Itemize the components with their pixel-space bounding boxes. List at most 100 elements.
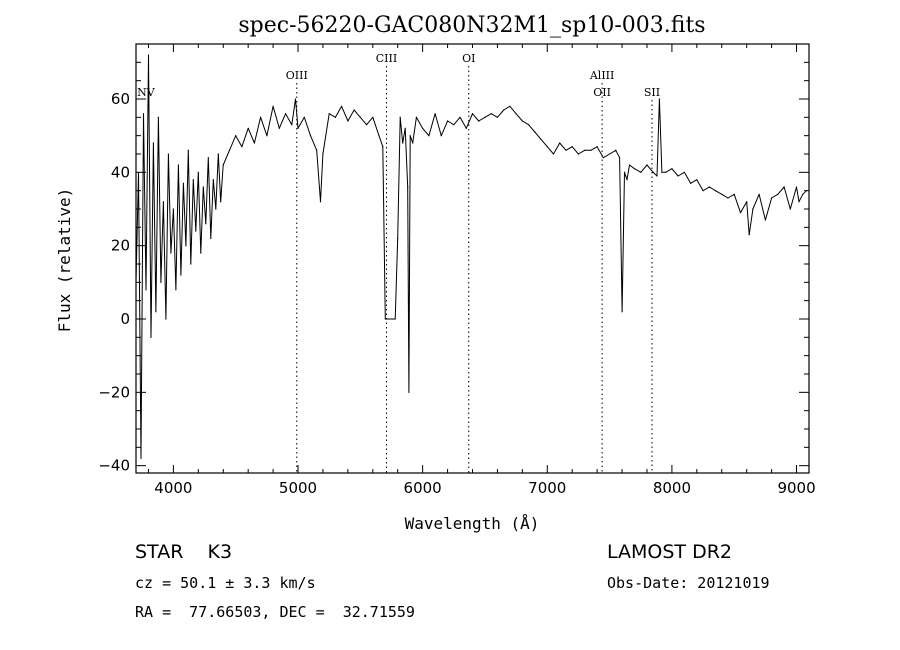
spectrum-point (402, 142, 404, 144)
spectrum-point (640, 171, 642, 173)
emission-line-label: OIII (286, 69, 308, 82)
spectrum-point (577, 153, 580, 155)
spectrum-point (253, 142, 255, 144)
spectrum-point (409, 135, 411, 137)
chart-title: spec-56220-GAC080N32M1_sp10-003.fits (238, 13, 705, 38)
spectrum-point (137, 171, 140, 173)
spectrum-point (656, 175, 658, 177)
spectrum-point (177, 164, 179, 166)
spectrum-point (210, 237, 212, 239)
spectrum-point (167, 153, 169, 155)
spectrum-point (509, 105, 511, 107)
spectrum-point (546, 146, 548, 148)
x-axis-label: Wavelength (Å) (405, 514, 540, 533)
spectrum-point (628, 164, 631, 166)
survey-name: LAMOST DR2 (607, 541, 732, 563)
spectrum-point (341, 105, 343, 107)
x-tick-label: 5000 (279, 479, 317, 497)
spectrum-point (584, 149, 586, 151)
spectrum-point (521, 120, 524, 122)
emission-line-label: OII (593, 86, 611, 99)
spectrum-point (478, 120, 480, 122)
x-tick-label: 9000 (777, 479, 815, 497)
spectrum-point (559, 142, 561, 144)
spectrum-point (399, 116, 401, 118)
spectrum-point (175, 289, 177, 291)
spectrum-series (135, 54, 808, 459)
spectrum-point (652, 171, 654, 173)
spectrum-point (702, 190, 704, 192)
y-tick-label: 20 (111, 237, 130, 255)
spectrum-point (677, 175, 679, 177)
spectrum-point (746, 201, 748, 203)
spectrum-point (602, 157, 605, 159)
spectrum-point (185, 245, 187, 247)
spectrum-point (160, 281, 162, 283)
spectrum-point (696, 179, 698, 181)
spectrum-point (783, 186, 785, 188)
spectrum-point (140, 457, 142, 459)
observation-date: Obs-Date: 20121019 (607, 574, 770, 592)
spectrum-point (590, 149, 592, 151)
spectrum-point (434, 113, 436, 115)
emission-line-markers: NV OIII CIII OI AlIII OII SII (137, 52, 660, 473)
spectrum-point (157, 116, 159, 118)
spectrum-point (303, 116, 305, 118)
spectrum-point (795, 186, 798, 188)
spectrum-point (202, 186, 204, 188)
x-tick-label: 6000 (404, 479, 442, 497)
spectrum-point (207, 157, 209, 159)
spectrum-point (278, 127, 280, 129)
spectrum-point (671, 168, 673, 170)
spectrum-point (758, 193, 760, 195)
spectrum-point (459, 116, 461, 118)
spectrum-point (155, 311, 157, 313)
y-tick-label: −40 (98, 457, 130, 475)
y-tick-label: 60 (111, 90, 130, 108)
spectrum-point (626, 179, 628, 181)
spectrum-point (404, 127, 406, 129)
spectrum-point (412, 142, 414, 144)
spectrum-point (771, 197, 773, 199)
spectrum-point (496, 116, 498, 118)
spectrum-point (528, 124, 530, 126)
spectrum-point (515, 113, 517, 115)
spectrum-point (309, 135, 312, 137)
spectrum-point (217, 153, 219, 155)
spectrum-point (382, 146, 384, 148)
spectrum-point (195, 230, 197, 232)
spectrum-point (615, 149, 617, 151)
x-tick-label: 4000 (154, 479, 192, 497)
spectrum-point (394, 318, 396, 320)
spectrum-point (200, 252, 202, 254)
spectrum-point (384, 318, 386, 320)
spectrum-point (534, 131, 536, 133)
y-tick-label: 40 (111, 163, 130, 181)
spectrum-point (721, 193, 723, 195)
spectrum-point (619, 157, 621, 159)
spectrum-point (661, 171, 663, 173)
spectrum-point (596, 146, 598, 148)
spectrum-point (212, 179, 214, 181)
spectrum-point (241, 146, 243, 148)
spectrum-point (453, 124, 455, 126)
spectrum-point (147, 54, 150, 56)
spectrum-point (397, 237, 399, 239)
y-axis-label: Flux (relative) (55, 188, 74, 333)
spectrum-point (266, 135, 268, 137)
spectrum-point (150, 336, 152, 338)
spectrum-point (471, 113, 474, 115)
spectrum-point (366, 124, 368, 126)
spectrum-point (665, 171, 667, 173)
spectrum-point (359, 116, 361, 118)
spectrum-point (387, 318, 389, 320)
spectrum-point (571, 146, 573, 148)
x-tick-label: 8000 (653, 479, 691, 497)
spectrum-point (739, 212, 742, 214)
spectrum-point (235, 135, 237, 137)
spectrum-point (353, 109, 355, 111)
spectrum-point (503, 109, 505, 111)
spectrum-point (294, 98, 297, 100)
spectrum-point (260, 116, 262, 118)
